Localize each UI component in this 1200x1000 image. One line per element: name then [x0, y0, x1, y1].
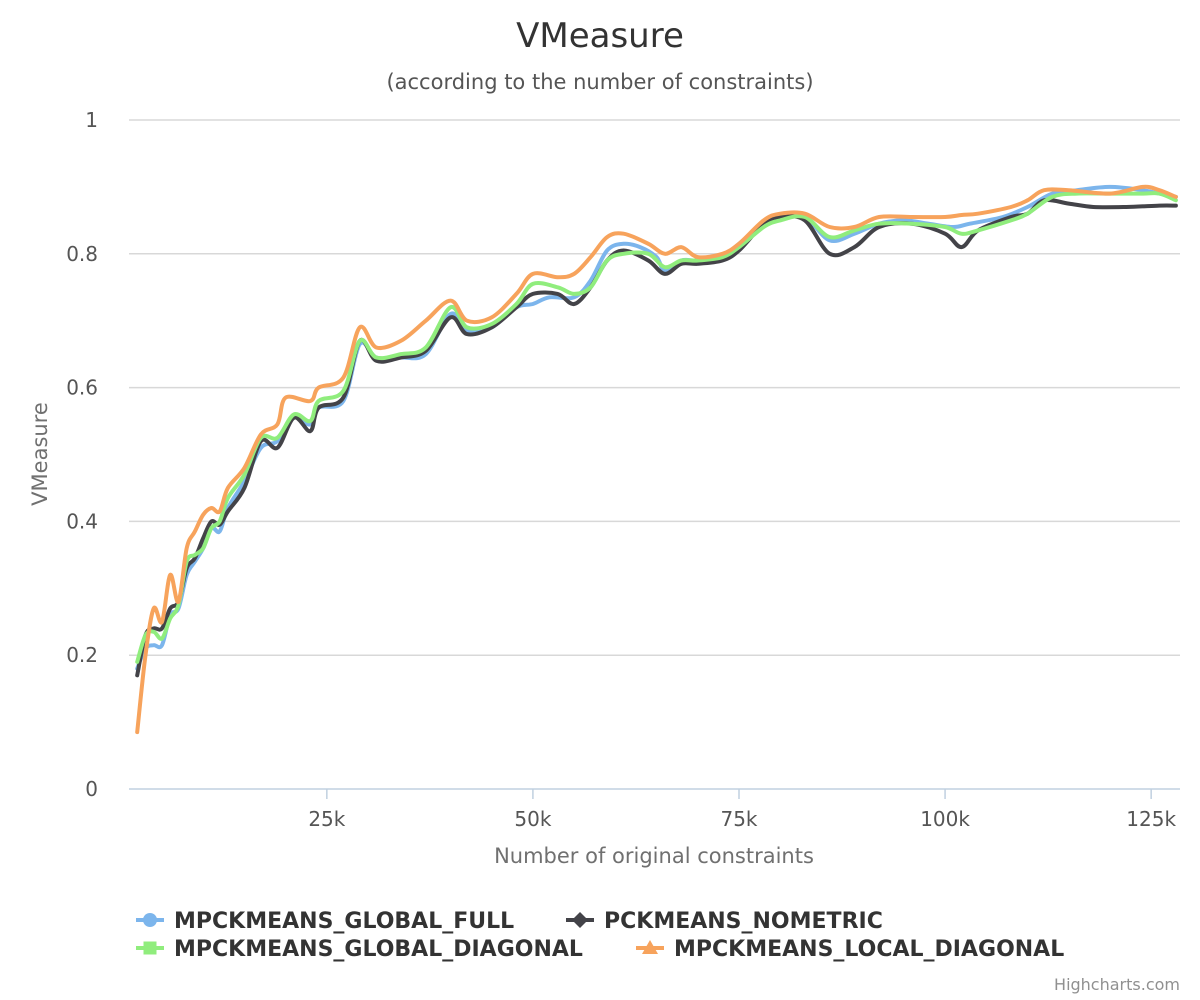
legend-item-pckmeans-nometric[interactable]: PCKMEANS_NOMETRIC — [566, 909, 883, 934]
x-axis-title: Number of original constraints — [494, 844, 814, 868]
x-axis-ticks: 25k 50k 75k 100k 125k — [308, 789, 1176, 831]
y-tick-label: 0.2 — [66, 643, 98, 667]
chart-title: VMeasure — [516, 16, 684, 56]
legend-marker-square — [143, 941, 157, 955]
x-tick-label: 50k — [514, 807, 551, 831]
series-line-mpckmeans-local-diagonal — [135, 184, 1178, 735]
legend-label: MPCKMEANS_LOCAL_DIAGONAL — [674, 937, 1064, 962]
chart-subtitle: (according to the number of constraints) — [386, 70, 813, 94]
y-tick-label: 1 — [85, 108, 98, 132]
legend-label: PCKMEANS_NOMETRIC — [604, 909, 883, 934]
legend-item-mpckmeans-local-diagonal[interactable]: MPCKMEANS_LOCAL_DIAGONAL — [636, 937, 1064, 962]
legend-label: MPCKMEANS_GLOBAL_DIAGONAL — [174, 937, 583, 962]
series-line-pckmeans-nometric — [135, 197, 1178, 678]
legend-item-mpckmeans-global-diagonal[interactable]: MPCKMEANS_GLOBAL_DIAGONAL — [136, 937, 583, 962]
legend-marker-diamond — [572, 912, 588, 928]
legend-marker-triangle — [642, 940, 658, 954]
legend: MPCKMEANS_GLOBAL_FULL PCKMEANS_NOMETRIC MP… — [136, 909, 1064, 962]
x-tick-label: 100k — [920, 807, 970, 831]
y-tick-label: 0.4 — [66, 509, 98, 533]
x-tick-label: 75k — [720, 807, 757, 831]
x-tick-label: 125k — [1126, 807, 1176, 831]
legend-marker-circle — [143, 913, 157, 927]
legend-item-mpckmeans-global-full[interactable]: MPCKMEANS_GLOBAL_FULL — [136, 909, 514, 934]
y-tick-label: 0.8 — [66, 242, 98, 266]
y-tick-label: 0 — [85, 777, 98, 801]
series-lines — [135, 184, 1178, 735]
series-line-mpckmeans-global-diagonal — [135, 191, 1178, 664]
x-tick-label: 25k — [308, 807, 345, 831]
y-tick-label: 0.6 — [66, 376, 98, 400]
legend-label: MPCKMEANS_GLOBAL_FULL — [174, 909, 514, 934]
y-axis-title: VMeasure — [28, 402, 52, 506]
credits-link[interactable]: Highcharts.com — [1054, 975, 1180, 994]
y-axis-tick-labels: 0 0.2 0.4 0.6 0.8 1 — [66, 108, 98, 801]
